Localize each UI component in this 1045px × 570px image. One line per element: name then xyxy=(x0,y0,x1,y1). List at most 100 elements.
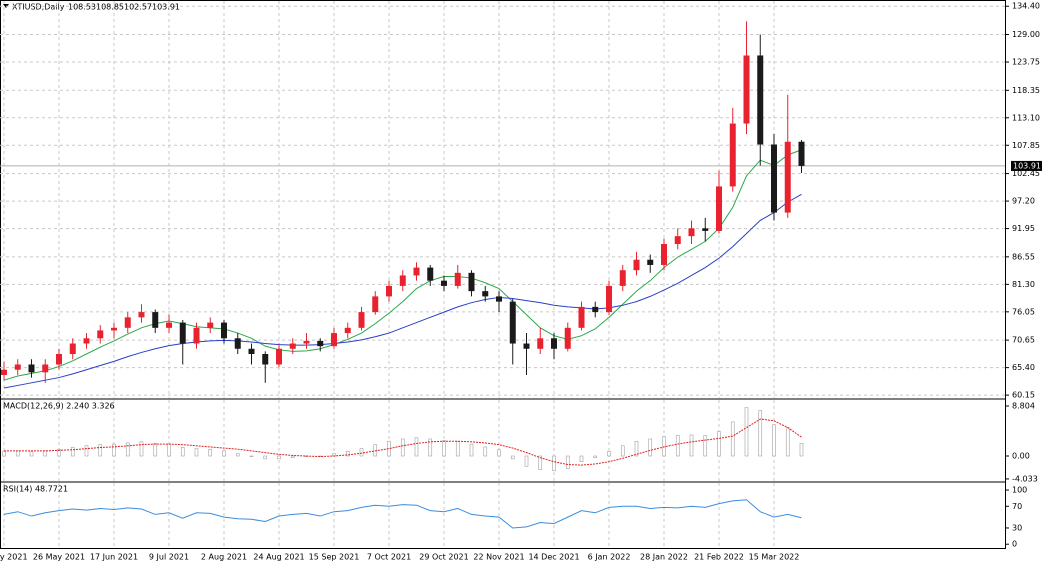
macd-bar xyxy=(552,455,556,472)
macd-bar xyxy=(222,450,226,457)
candle-body xyxy=(344,327,351,334)
header-open: 108.53 xyxy=(68,3,96,12)
macd-bar xyxy=(799,442,804,457)
macd-bar xyxy=(662,436,666,457)
macd-bar xyxy=(277,455,281,460)
macd-bar xyxy=(15,450,20,457)
y-tick-label: 123.75 xyxy=(1012,58,1040,67)
y-tick-label: 102.45 xyxy=(1012,169,1040,178)
macd-bar xyxy=(483,446,488,457)
y-tick-label: 91.95 xyxy=(1012,224,1035,233)
x-tick-label: 15 Sep 2021 xyxy=(309,553,360,562)
y-tick-label: 8.804 xyxy=(1012,401,1035,410)
candle-body xyxy=(716,186,722,231)
candle-body xyxy=(386,285,392,297)
candle-body xyxy=(28,364,35,373)
candle-body xyxy=(454,272,461,286)
macd-bar xyxy=(538,455,543,470)
macd-bar xyxy=(84,445,89,457)
macd-bar xyxy=(675,435,680,457)
candle-body xyxy=(784,141,791,213)
macd-bar xyxy=(730,421,735,457)
x-tick-label: 15 Mar 2022 xyxy=(749,553,800,562)
macd-bar xyxy=(208,448,213,457)
candle-body xyxy=(661,244,667,265)
candle-body xyxy=(124,317,131,328)
candle-body xyxy=(234,338,241,349)
y-tick-label: 70.65 xyxy=(1012,336,1035,345)
x-tick-label: 28 Jan 2022 xyxy=(640,553,688,562)
y-tick-label: 107.85 xyxy=(1012,141,1040,150)
macd-bar xyxy=(235,453,240,457)
candle-body xyxy=(331,333,337,347)
macd-bar xyxy=(510,455,515,460)
macd-bar xyxy=(167,443,171,457)
y-tick-label: 86.55 xyxy=(1012,252,1035,261)
x-tick-label: 26 May 2021 xyxy=(33,553,85,562)
macd-bar xyxy=(194,448,199,457)
candle-body xyxy=(482,291,489,297)
candle-body xyxy=(674,236,681,245)
candle-body xyxy=(262,354,269,365)
macd-bar xyxy=(345,451,350,457)
candle-body xyxy=(647,259,654,265)
candle-body xyxy=(1,369,7,375)
macd-bar xyxy=(703,435,708,457)
candle-body xyxy=(427,267,434,281)
macd-bar xyxy=(565,455,570,469)
y-tick-label: 0 xyxy=(1012,540,1017,549)
candle-body xyxy=(56,354,62,365)
candle-body xyxy=(592,306,599,313)
x-tick-label: 4 May 2021 xyxy=(0,553,28,562)
candle-body xyxy=(537,338,544,349)
candle-body xyxy=(633,259,640,271)
macd-bar xyxy=(2,451,6,457)
candle-body xyxy=(509,301,516,344)
candle-body xyxy=(221,322,227,339)
candle-body xyxy=(372,296,379,313)
candle-body xyxy=(42,364,49,373)
candle-body xyxy=(14,364,21,370)
y-tick-label: 65.40 xyxy=(1012,363,1035,372)
x-tick-label: 14 Dec 2021 xyxy=(528,553,579,562)
candle-body xyxy=(523,343,530,349)
macd-bar xyxy=(400,438,405,457)
candle-body xyxy=(399,275,406,286)
candle-body xyxy=(83,338,90,344)
macd-bar xyxy=(359,448,364,457)
macd-bar xyxy=(469,443,474,457)
y-tick-label: 134.40 xyxy=(1012,2,1040,11)
candle-body xyxy=(138,312,145,318)
macd-bar xyxy=(70,447,75,457)
macd-bar xyxy=(593,455,598,459)
moving-average xyxy=(3,193,802,389)
macd-bar xyxy=(607,451,611,457)
candle-body xyxy=(97,330,104,339)
candle-body xyxy=(166,322,172,328)
moving-average xyxy=(3,149,802,381)
candle-body xyxy=(468,272,475,292)
y-tick-label: 76.05 xyxy=(1012,307,1035,316)
candle-body xyxy=(798,141,805,166)
macd-bar xyxy=(112,443,116,457)
macd-bar xyxy=(249,455,254,457)
macd-bar xyxy=(772,424,776,457)
candle-body xyxy=(496,296,502,302)
x-tick-label: 7 Oct 2021 xyxy=(367,553,411,562)
candle-body xyxy=(771,144,777,213)
macd-bar xyxy=(98,444,103,457)
macd-bar xyxy=(43,450,48,457)
x-tick-label: 17 Jun 2021 xyxy=(90,553,138,562)
macd-bar xyxy=(290,455,295,459)
macd-bar xyxy=(455,440,460,457)
candle-body xyxy=(413,267,420,276)
y-tick-label: 100 xyxy=(1012,486,1027,495)
candle-body xyxy=(248,348,255,355)
y-tick-label: 60.15 xyxy=(1012,391,1035,400)
x-tick-label: 24 Aug 2021 xyxy=(253,553,304,562)
frame xyxy=(0,0,1006,549)
macd-bar xyxy=(497,449,501,457)
candle-body xyxy=(179,322,186,344)
macd-bar xyxy=(153,443,158,457)
candle-body xyxy=(289,343,296,349)
